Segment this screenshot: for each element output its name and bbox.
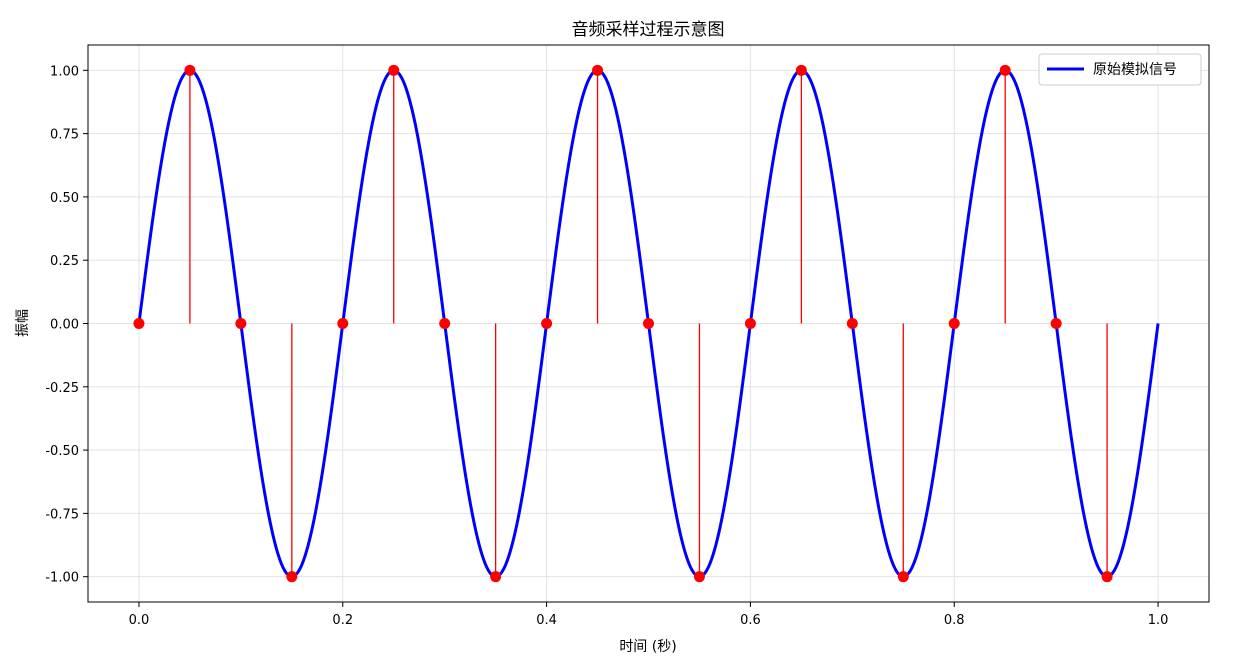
sample-point: [490, 571, 502, 583]
point-layer: [133, 64, 1113, 583]
x-tick-label: 1.0: [1148, 613, 1169, 628]
y-tick-label: -0.50: [45, 444, 79, 459]
y-tick-label: 0.75: [50, 128, 79, 143]
legend: 原始模拟信号: [1038, 53, 1202, 86]
x-tick-label: 0.6: [740, 613, 761, 628]
sample-point: [643, 318, 654, 329]
sample-point: [184, 64, 196, 76]
x-tick-label: 0.8: [944, 613, 965, 628]
legend-box: [1038, 53, 1202, 86]
sample-point: [439, 318, 451, 329]
sample-point: [897, 571, 909, 583]
x-tick-label: 0.0: [129, 613, 150, 628]
sample-point: [1101, 571, 1113, 583]
chart-title: 音频采样过程示意图: [572, 20, 725, 40]
y-tick-label: -1.00: [45, 571, 79, 586]
sample-point: [948, 318, 960, 329]
y-tick-label: -0.25: [45, 381, 79, 396]
stem-layer: [189, 70, 1108, 577]
sample-point: [541, 318, 553, 329]
y-tick-label: 0.00: [50, 318, 79, 333]
sample-point: [1050, 318, 1062, 329]
sample-point: [337, 318, 349, 329]
sample-point: [592, 64, 604, 76]
sample-point: [795, 64, 807, 76]
x-tick-layer: 0.0 0.2 0.4 0.6 0.8 1.0: [129, 602, 1169, 628]
sample-point: [388, 64, 400, 76]
legend-label: 原始模拟信号: [1093, 62, 1177, 78]
sample-point: [235, 318, 247, 329]
y-tick-label: 0.50: [50, 191, 79, 206]
sample-point: [999, 64, 1011, 76]
y-tick-label: 1.00: [50, 64, 79, 79]
y-tick-label: -0.75: [45, 507, 79, 522]
sample-point: [133, 318, 145, 329]
y-axis-title: 振幅: [15, 309, 31, 337]
sample-point: [744, 318, 756, 329]
x-axis-title: 时间 (秒): [619, 639, 676, 655]
sample-point: [693, 571, 705, 583]
sample-point: [846, 318, 858, 329]
sample-point: [286, 571, 298, 583]
x-tick-label: 0.2: [332, 613, 353, 628]
x-tick-label: 0.4: [536, 613, 557, 628]
y-tick-label: 0.25: [50, 254, 79, 269]
y-tick-layer: 1.00 0.75 0.50 0.25 0.00 -0.25 -0.50 -0.75 -1.00: [45, 64, 88, 586]
